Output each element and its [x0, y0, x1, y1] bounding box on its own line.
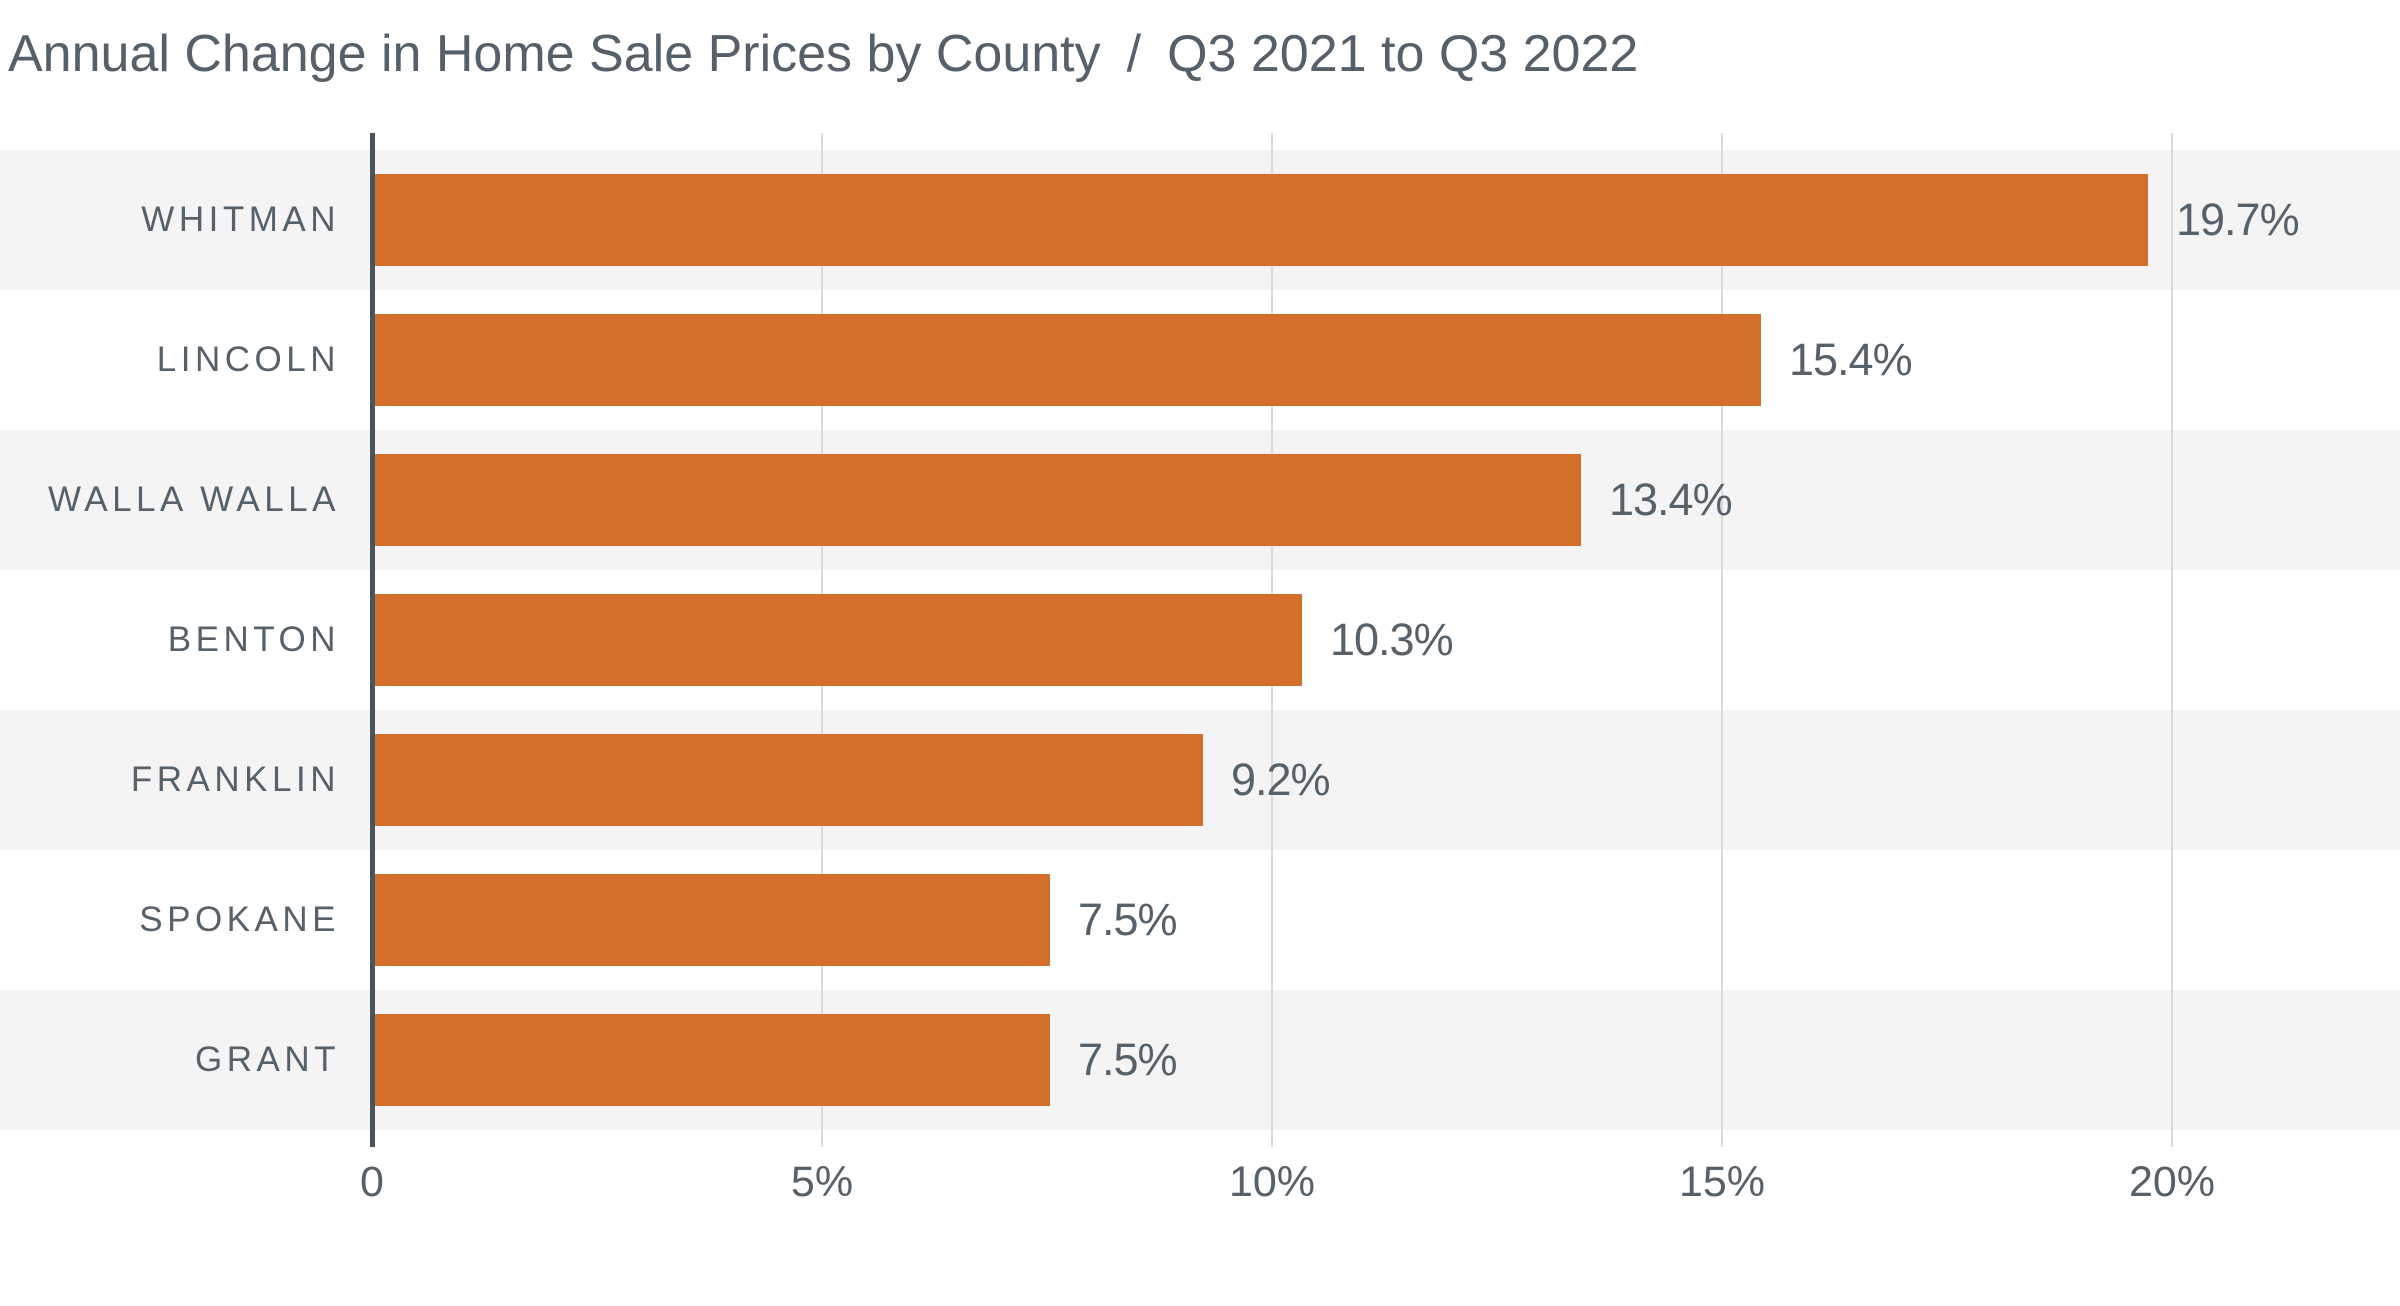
- bar: [375, 874, 1050, 966]
- bar-value-label: 10.3%: [1330, 614, 1454, 665]
- row-band: [0, 990, 2400, 1130]
- x-tick-label: 15%: [1678, 1158, 1766, 1206]
- bar: [375, 734, 1203, 826]
- bar: [375, 314, 1761, 406]
- county-label: GRANT: [195, 1040, 340, 1079]
- bar: [375, 1014, 1050, 1106]
- x-tick-label: 5%: [790, 1158, 854, 1206]
- row-band: [0, 850, 2400, 990]
- county-label: WALLA WALLA: [47, 480, 340, 519]
- bar: [375, 454, 1581, 546]
- county-label: BENTON: [167, 620, 340, 659]
- bar-value-label: 15.4%: [1789, 334, 1913, 385]
- bar-value-label: 7.5%: [1078, 1034, 1178, 1085]
- bar-value-label: 19.7%: [2176, 194, 2300, 245]
- county-label: LINCOLN: [156, 340, 340, 379]
- bar-value-label: 7.5%: [1078, 894, 1178, 945]
- x-tick-label: 0: [360, 1158, 384, 1206]
- chart-title-period: Q3 2021 to Q3 2022: [1167, 25, 1639, 83]
- chart-title-main: Annual Change in Home Sale Prices by Cou…: [8, 25, 1101, 83]
- bar: [375, 594, 1302, 686]
- x-tick-label: 10%: [1228, 1158, 1316, 1206]
- chart-title: Annual Change in Home Sale Prices by Cou…: [8, 22, 1638, 86]
- x-tick-label: 20%: [2128, 1158, 2216, 1206]
- county-label: FRANKLIN: [130, 760, 340, 799]
- zero-axis-line: [370, 133, 375, 1147]
- bar: [375, 174, 2148, 266]
- bar-value-label: 13.4%: [1609, 474, 1733, 525]
- gridline: [2171, 133, 2173, 1147]
- county-label: SPOKANE: [139, 900, 340, 939]
- chart-title-separator: /: [1126, 25, 1142, 83]
- bar-value-label: 9.2%: [1231, 754, 1331, 805]
- county-label: WHITMAN: [141, 200, 340, 239]
- gridline: [1721, 133, 1723, 1147]
